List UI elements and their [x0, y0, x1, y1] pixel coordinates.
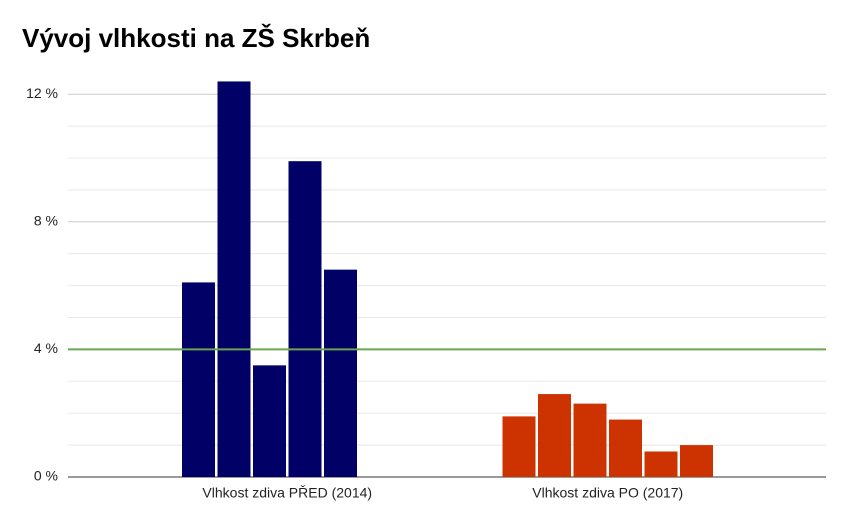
y-tick-label: 12 % — [26, 85, 58, 101]
bar — [609, 419, 642, 477]
x-tick-label: Vlhkost zdiva PO (2017) — [532, 485, 683, 501]
chart-title: Vývoj vlhkosti na ZŠ Skrbeň — [22, 23, 370, 53]
bar — [288, 161, 322, 477]
bar — [324, 269, 357, 477]
bar — [680, 445, 713, 477]
bar — [182, 282, 215, 477]
x-tick-label: Vlhkost zdiva PŘED (2014) — [202, 485, 372, 501]
bar — [644, 451, 678, 477]
y-tick-label: 0 % — [34, 468, 58, 484]
bar — [573, 403, 607, 477]
bar — [217, 81, 251, 477]
y-tick-label: 8 % — [34, 213, 58, 229]
bar — [538, 394, 571, 477]
bar — [253, 365, 286, 477]
y-tick-label: 4 % — [34, 340, 58, 356]
bar — [502, 416, 536, 477]
